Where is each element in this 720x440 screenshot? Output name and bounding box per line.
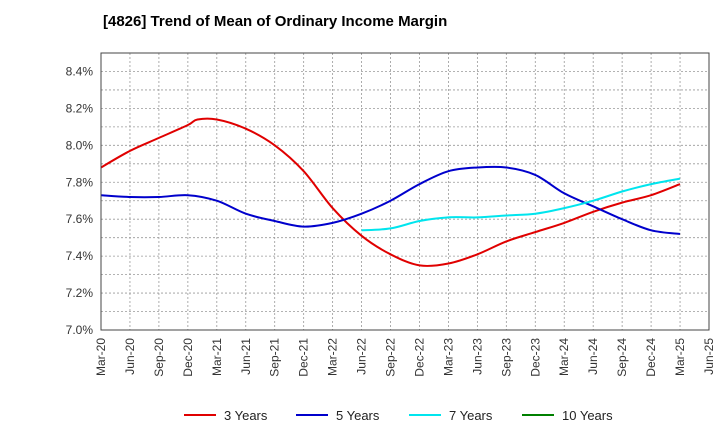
x-tick-label: Mar-23 bbox=[441, 338, 455, 376]
y-tick-label: 7.0% bbox=[66, 323, 94, 337]
x-tick-label: Mar-22 bbox=[326, 338, 340, 376]
x-tick-label: Jun-23 bbox=[470, 338, 484, 375]
chart-title: [4826] Trend of Mean of Ordinary Income … bbox=[103, 13, 448, 30]
y-axis-ticks: 7.0% 7.2% 7.4% 7.6% 7.8% 8.0% 8.2% 8.4% bbox=[66, 64, 94, 337]
series-lines bbox=[100, 117, 681, 268]
x-tick-label: Jun-25 bbox=[702, 338, 716, 375]
plot-frame bbox=[100, 52, 710, 331]
x-tick-label: Sep-23 bbox=[499, 338, 513, 377]
x-tick-label: Mar-24 bbox=[557, 338, 571, 376]
x-tick-label: Jun-24 bbox=[586, 338, 600, 375]
y-tick-label: 8.4% bbox=[66, 64, 94, 78]
x-tick-label: Dec-22 bbox=[412, 338, 426, 377]
legend-label: 5 Years bbox=[336, 408, 380, 423]
legend-label: 7 Years bbox=[449, 408, 493, 423]
x-tick-label: Dec-21 bbox=[297, 338, 311, 377]
y-tick-label: 7.2% bbox=[66, 286, 94, 300]
x-tick-label: Dec-20 bbox=[181, 338, 195, 377]
x-tick-label: Jun-20 bbox=[123, 338, 137, 375]
y-tick-label: 7.6% bbox=[66, 212, 94, 226]
legend-label: 10 Years bbox=[562, 408, 613, 423]
y-tick-label: 8.0% bbox=[66, 138, 94, 152]
x-tick-label: Sep-24 bbox=[615, 338, 629, 377]
x-tick-label: Mar-21 bbox=[210, 338, 224, 376]
series-line-3-years bbox=[100, 117, 681, 268]
x-tick-label: Sep-20 bbox=[152, 338, 166, 377]
x-tick-label: Dec-23 bbox=[528, 338, 542, 377]
x-tick-label: Jun-21 bbox=[239, 338, 253, 375]
x-tick-label: Mar-20 bbox=[94, 338, 108, 376]
x-tick-label: Mar-25 bbox=[673, 338, 687, 376]
y-tick-label: 7.8% bbox=[66, 175, 94, 189]
x-tick-label: Jun-22 bbox=[355, 338, 369, 375]
x-axis-ticks: Mar-20 Jun-20 Sep-20 Dec-20 Mar-21 Jun-21 Sep-… bbox=[94, 338, 716, 377]
legend: 3 Years 5 Years 7 Years 10 Years bbox=[184, 408, 613, 423]
y-tick-label: 8.2% bbox=[66, 101, 94, 115]
series-line-7-years bbox=[361, 177, 681, 232]
y-tick-label: 7.4% bbox=[66, 249, 94, 263]
x-tick-label: Sep-22 bbox=[384, 338, 398, 377]
x-tick-label: Dec-24 bbox=[644, 338, 658, 377]
x-tick-label: Sep-21 bbox=[268, 338, 282, 377]
legend-label: 3 Years bbox=[224, 408, 268, 423]
